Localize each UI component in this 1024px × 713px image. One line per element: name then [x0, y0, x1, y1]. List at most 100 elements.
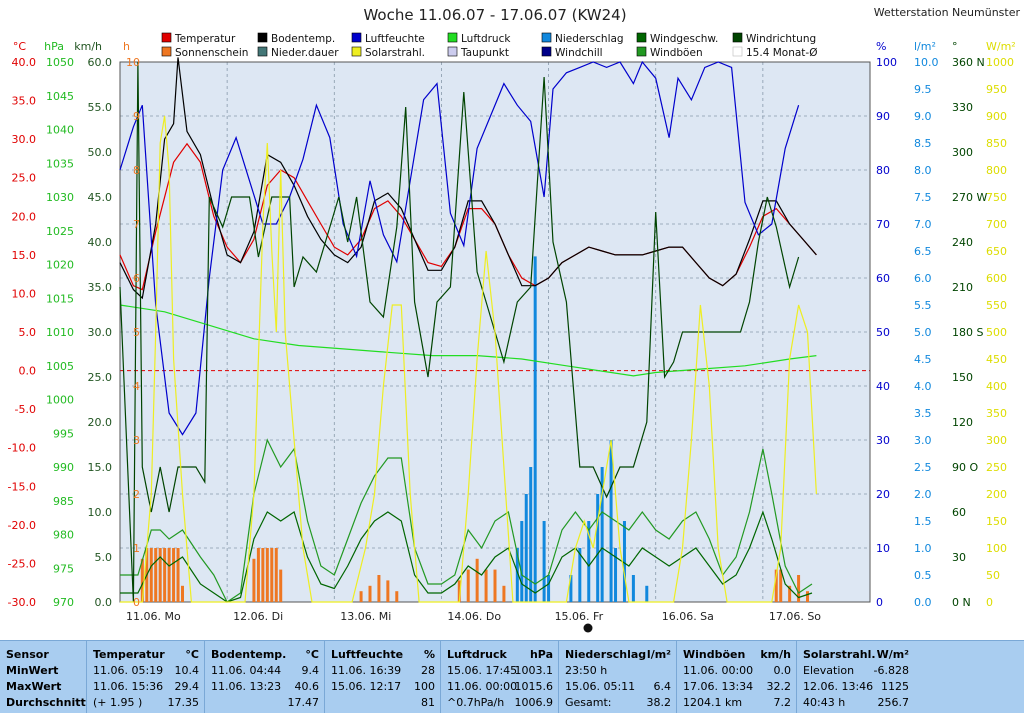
stats-cell-label: 15.06. 12:17: [331, 680, 402, 693]
rain-bar: [547, 575, 551, 602]
axis-tick-right: 7.5: [914, 191, 932, 204]
axis-tick-right: 0: [876, 596, 883, 609]
stats-block: Bodentemp. °C 11.06. 04:44 9.4 11.06. 13:23 4…: [204, 641, 325, 713]
stats-cell-value: 0.0: [773, 664, 792, 677]
axis-tick-right: 3.0: [914, 434, 932, 447]
axis-tick-right: 90 O: [952, 461, 978, 474]
axis-tick-right: 250: [986, 461, 1007, 474]
axis-tick-right: 850: [986, 137, 1007, 150]
legend-label: Luftdruck: [461, 33, 511, 45]
axis-tick-right: 40: [876, 380, 890, 393]
axis-tick-right: 4.5: [914, 353, 932, 366]
stats-cell-value: %: [423, 648, 435, 661]
sunshine-bar: [270, 548, 274, 602]
axis-tick-left: 970: [53, 596, 74, 609]
rain-bar: [600, 467, 604, 602]
axis-tick-left: 9: [133, 110, 140, 123]
axis-tick-left: -5.0: [15, 403, 36, 416]
rain-bar: [609, 440, 613, 602]
axis-tick-left: 1025: [46, 225, 74, 238]
axis-unit-left: °C: [13, 40, 27, 53]
legend-label: Niederschlag: [555, 33, 624, 45]
axis-tick-left: 10.0: [12, 287, 37, 300]
sunshine-bar: [279, 569, 283, 602]
axis-tick-right: 100: [986, 542, 1007, 555]
series-line-luftfeuchte: [119, 60, 800, 436]
legend-swatch: [351, 46, 362, 57]
stats-cell-value: 28: [421, 664, 435, 677]
axis-tick-right: 300: [986, 434, 1007, 447]
axis-tick-left: 25.0: [12, 172, 37, 185]
axis-tick-left: 1040: [46, 124, 74, 137]
stats-cell-value: 6.4: [653, 680, 672, 693]
station-name: Wetterstation Neumünster: [874, 6, 1021, 19]
legend-swatch: [257, 46, 268, 57]
sunshine-bar: [788, 585, 792, 602]
stats-cell-label: Solarstrahl.: [803, 648, 876, 661]
stats-cell-value: 10.4: [174, 664, 200, 677]
axis-tick-left: 30.0: [88, 326, 113, 339]
axis-tick-right: 600: [986, 272, 1007, 285]
axis-tick-right: 900: [986, 110, 1007, 123]
legend-swatch: [257, 32, 268, 43]
axis-tick-right: 6.5: [914, 245, 932, 258]
axis-tick-left: 40.0: [88, 236, 113, 249]
axis-tick-right: 60: [876, 272, 890, 285]
axis-tick-left: 985: [53, 495, 74, 508]
axis-tick-right: 0 N: [952, 596, 971, 609]
sunshine-bar: [797, 575, 801, 602]
sunshine-bar: [167, 548, 171, 602]
axis-tick-right: 300: [952, 146, 973, 159]
axis-tick-right: 9.5: [914, 83, 932, 96]
axis-tick-left: 35.0: [88, 281, 113, 294]
axis-tick-right: 1.5: [914, 515, 932, 528]
series-line-solarstrahl: [120, 115, 817, 603]
stats-cell-value: 40.6: [294, 680, 320, 693]
rain-bar: [569, 575, 573, 602]
legend-label: Solarstrahl.: [365, 47, 425, 59]
rain-bar: [622, 521, 626, 602]
stats-cell-label: 15.06. 05:11: [565, 680, 636, 693]
axis-tick-right: 8.0: [914, 164, 932, 177]
stats-cell-label: Bodentemp.: [211, 648, 287, 661]
axis-tick-left: 1035: [46, 157, 74, 170]
axis-tick-right: 360 N: [952, 56, 985, 69]
stats-cell-value: W/m²: [876, 648, 909, 661]
sunshine-bar: [774, 569, 778, 602]
legend-label: Windgeschw.: [650, 33, 718, 45]
axis-tick-right: 4.0: [914, 380, 932, 393]
axis-tick-right: 500: [986, 326, 1007, 339]
stats-header-sensor: Sensor: [6, 648, 49, 661]
stats-cell-value: 38.2: [646, 696, 672, 709]
x-axis-label: 15.06. Fr: [555, 610, 604, 623]
axis-tick-right: 5.5: [914, 299, 932, 312]
axis-tick-right: 0: [986, 596, 993, 609]
axis-tick-right: 180 S: [952, 326, 983, 339]
stats-block: Solarstrahl. W/m² Elevation -6.828 12.06. 13…: [796, 641, 915, 713]
axis-tick-right: 0.5: [914, 569, 932, 582]
axis-tick-left: 1045: [46, 90, 74, 103]
legend-label: Windböen: [650, 47, 703, 59]
axis-tick-right: 240: [952, 236, 973, 249]
axis-tick-left: 980: [53, 529, 74, 542]
stats-cell-label: Elevation: [803, 664, 855, 677]
axis-tick-left: 0.0: [19, 365, 37, 378]
axis-tick-right: 650: [986, 245, 1007, 258]
sunshine-bar: [502, 585, 506, 602]
axis-tick-left: 30.0: [12, 133, 37, 146]
legend-label: Nieder.dauer: [271, 47, 339, 59]
axis-tick-right: 9.0: [914, 110, 932, 123]
stats-cell-label: Windböen: [683, 648, 746, 661]
sunshine-bar: [368, 585, 372, 602]
stats-cell-value: 1006.9: [514, 696, 554, 709]
axis-tick-left: 7: [133, 218, 140, 231]
axis-tick-left: 10.0: [88, 506, 113, 519]
axis-tick-right: 550: [986, 299, 1007, 312]
axis-tick-left: 25.0: [88, 371, 113, 384]
stats-cell-label: 11.06. 13:23: [211, 680, 282, 693]
rain-bar: [631, 575, 635, 602]
axis-tick-left: 60.0: [88, 56, 113, 69]
sunshine-bar: [261, 548, 265, 602]
stats-cell-label: Luftfeuchte: [331, 648, 404, 661]
rain-bar: [524, 494, 528, 602]
